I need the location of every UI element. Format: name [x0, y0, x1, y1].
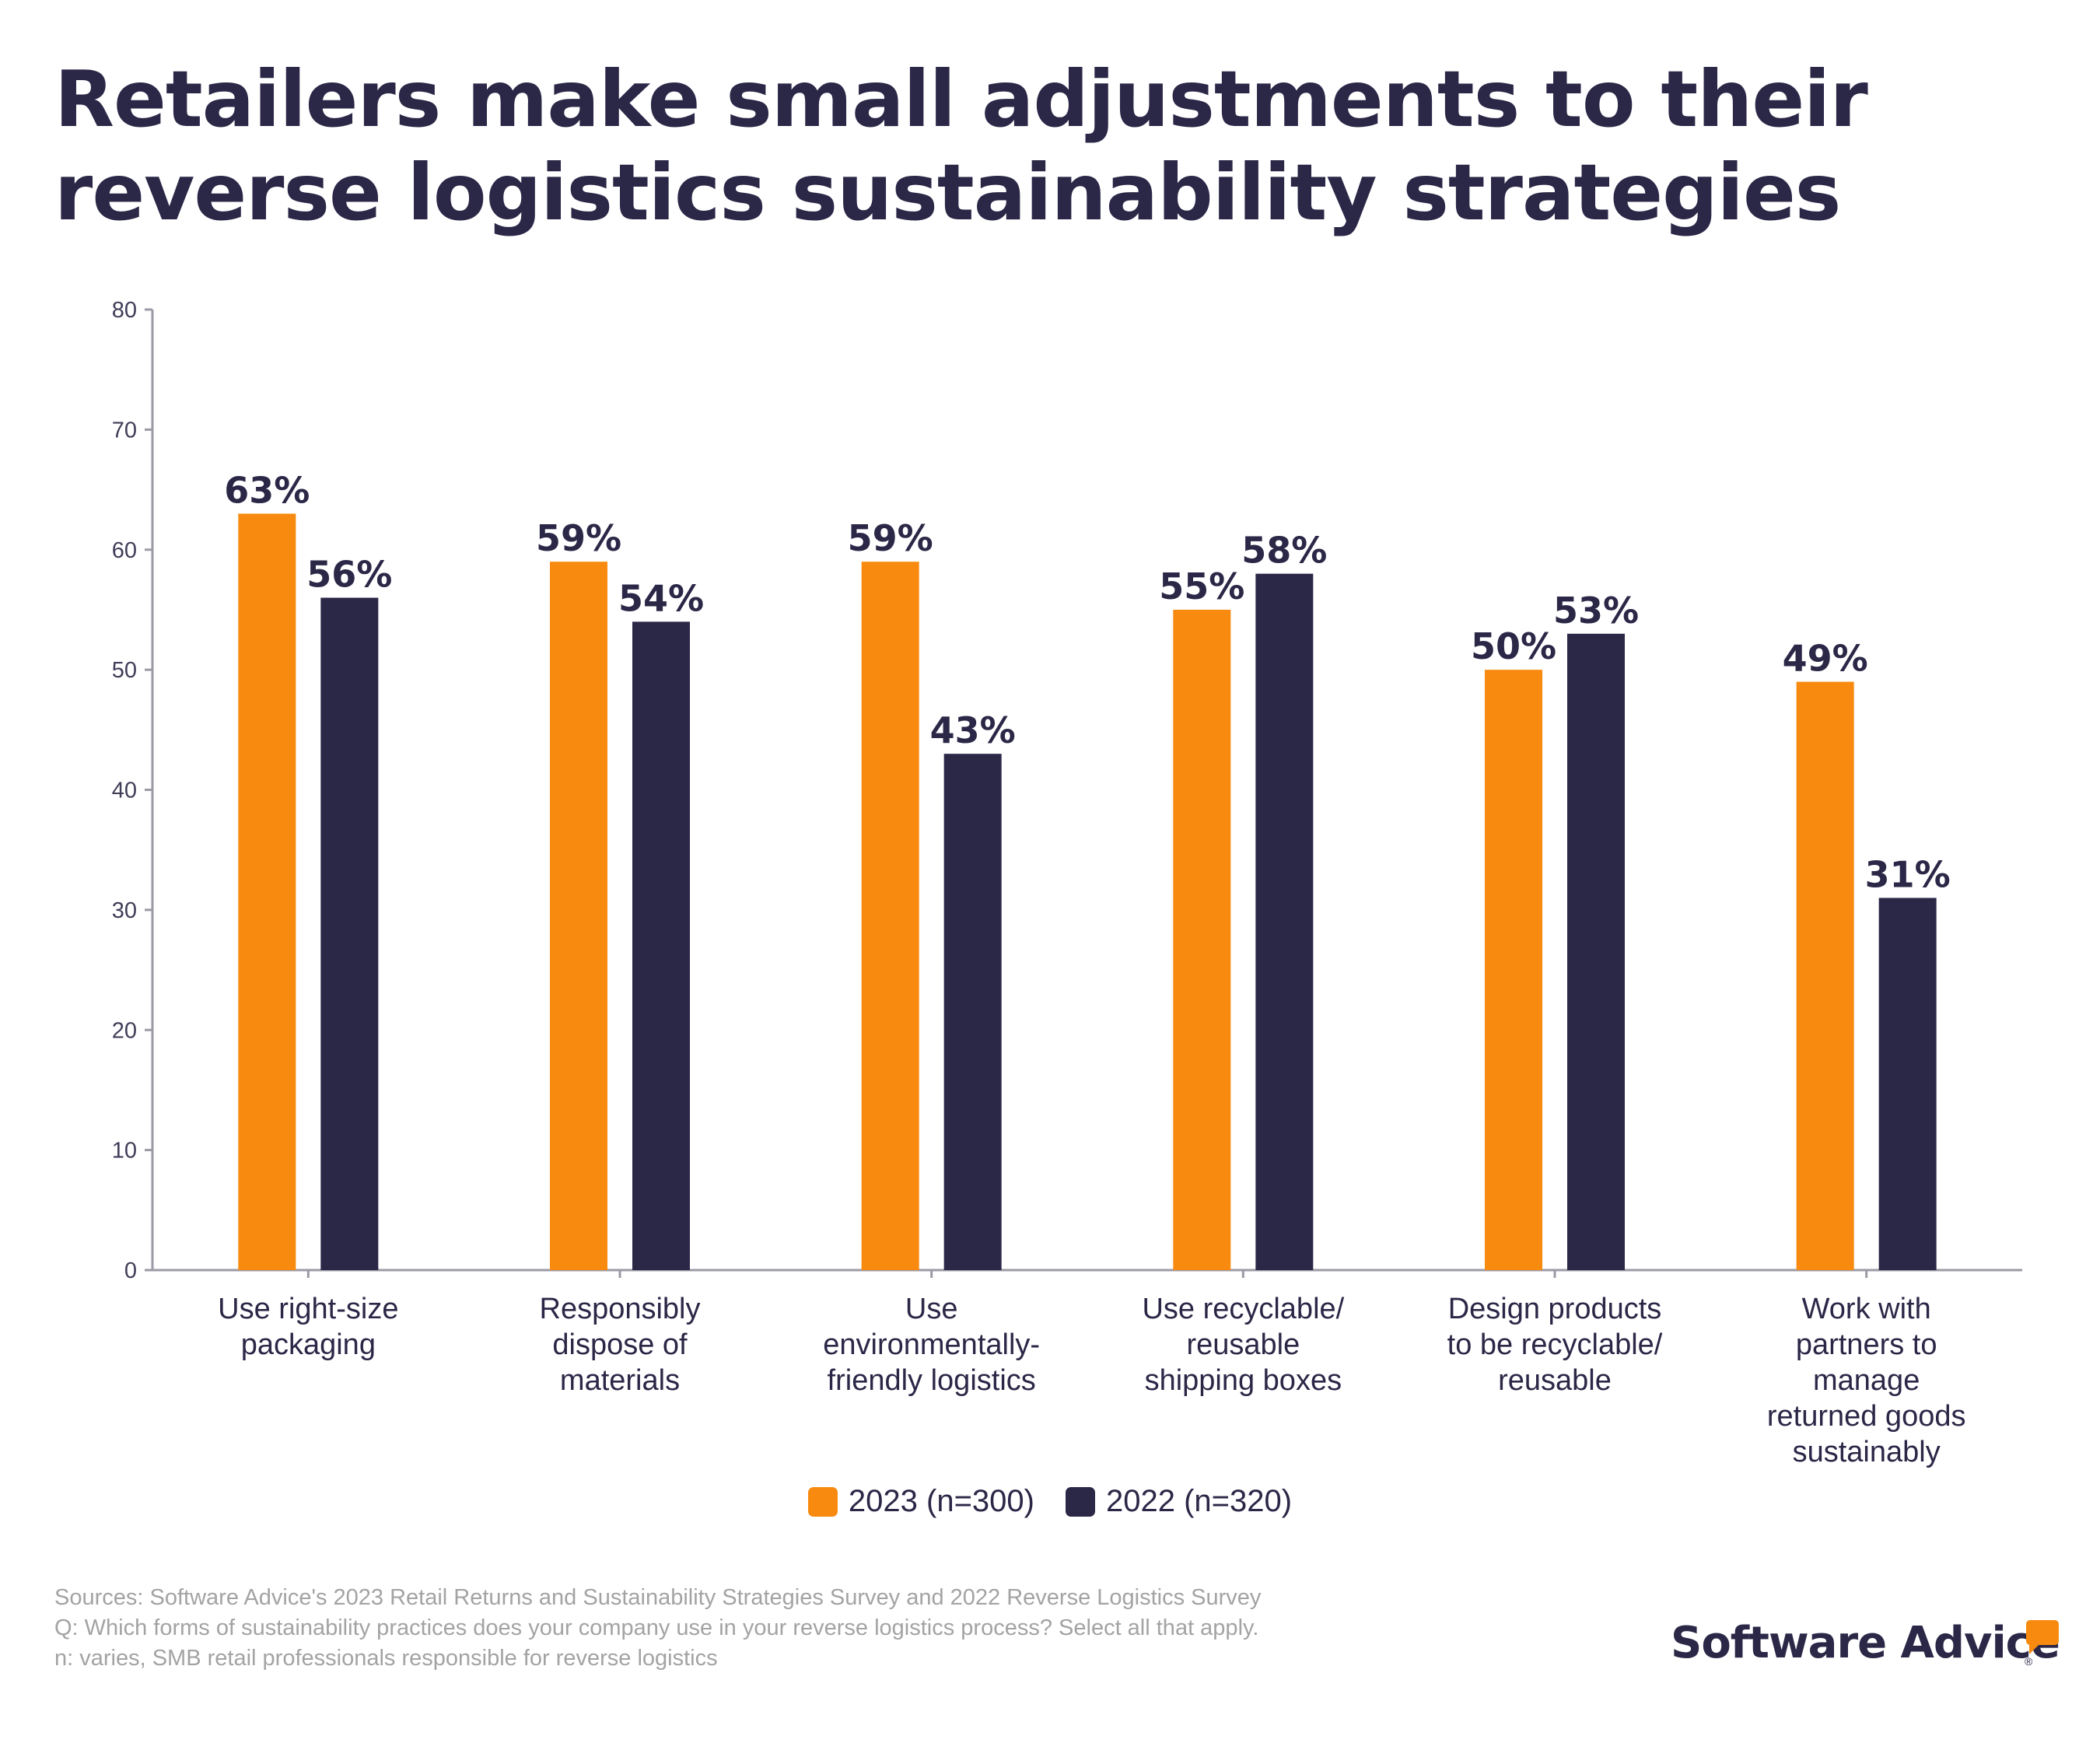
x-category-label: Use environmentally-friendly logistics [823, 1293, 1040, 1397]
bar-2023 [1485, 670, 1542, 1270]
bar-2023 [550, 562, 607, 1270]
bar-2023 [1173, 609, 1231, 1270]
data-label: 58% [1241, 530, 1327, 572]
x-category-label-line: reusable [1498, 1364, 1612, 1397]
data-label: 31% [1865, 853, 1951, 895]
y-tick-label: 10 [112, 1139, 137, 1164]
x-category-label-line: materials [560, 1364, 680, 1397]
data-label: 59% [848, 517, 933, 559]
x-category-label-line: returned goods [1767, 1400, 1966, 1433]
x-category-label-line: Work with [1802, 1293, 1931, 1325]
x-category-label-line: packaging [241, 1328, 376, 1361]
x-category-label-line: friendly logistics [828, 1364, 1036, 1397]
y-tick-label: 70 [112, 418, 137, 443]
data-label: 63% [224, 469, 310, 511]
legend-label-2022: 2022 (n=320) [1106, 1484, 1293, 1518]
x-category-label: Work with partners to manage returned goods… [1767, 1293, 1966, 1468]
x-category-label-line: Use right-size [218, 1293, 398, 1325]
data-label: 54% [618, 577, 704, 619]
data-label: 43% [930, 709, 1016, 751]
legend-swatch-2023 [807, 1486, 838, 1517]
y-tick-label: 0 [124, 1258, 137, 1283]
x-category-label-line: dispose of [552, 1328, 688, 1361]
data-label: 49% [1783, 638, 1868, 680]
data-label: 55% [1159, 565, 1244, 607]
data-label: 50% [1471, 625, 1556, 667]
x-category-label-line: sustainably [1793, 1436, 1941, 1468]
x-category-label-line: to be recyclable/ [1447, 1328, 1663, 1361]
bar-2022 [1567, 633, 1625, 1270]
x-category-label-line: shipping boxes [1145, 1364, 1342, 1397]
x-category-label-line: environmentally- [823, 1328, 1040, 1361]
y-tick-label: 60 [112, 538, 137, 563]
bar-2022 [1255, 573, 1314, 1270]
x-category-label-line: Design products [1448, 1293, 1662, 1325]
legend-swatch-2022 [1066, 1486, 1095, 1517]
bar-2022 [943, 754, 1002, 1270]
bar-2023 [861, 562, 919, 1270]
question-line: Q: Which forms of sustainability practic… [54, 1615, 1259, 1640]
title-line-1: Retailers make small adjustments to thei… [54, 54, 1868, 145]
legend-item-2022: 2022 (n=320) [1066, 1484, 1292, 1519]
y-tick-label: 50 [112, 658, 137, 683]
x-category-label-line: reusable [1186, 1328, 1300, 1361]
data-label: 56% [306, 554, 392, 596]
x-category-label: Responsibly dispose of materials [540, 1293, 701, 1397]
data-label: 53% [1553, 590, 1639, 632]
bar-chart: 0 10 20 30 40 50 60 70 80 63% 56% Use right-size pac… [112, 298, 2022, 1468]
y-tick-label: 30 [112, 898, 137, 923]
legend: 2023 (n=300) 2022 (n=320) [0, 1484, 2100, 1519]
y-tick-label: 80 [112, 298, 137, 323]
legend-item-2023: 2023 (n=300) [807, 1484, 1034, 1519]
x-category-label-line: Responsibly [540, 1293, 701, 1325]
bar-2022 [632, 621, 690, 1270]
bar-2023 [1796, 681, 1854, 1270]
bar-2022 [320, 597, 379, 1270]
title-line-2: reverse logistics sustainability strateg… [54, 147, 1841, 238]
registered-mark: ® [2025, 1655, 2033, 1668]
x-category-label-line: partners to [1796, 1328, 1937, 1361]
bar-2023 [238, 513, 296, 1270]
bar-2022 [1878, 898, 1937, 1270]
y-tick-label: 20 [112, 1018, 137, 1043]
data-label: 59% [536, 517, 621, 559]
legend-label-2023: 2023 (n=300) [848, 1484, 1034, 1518]
chart-title: Retailers make small adjustments to thei… [54, 53, 1999, 240]
sources-line: Sources: Software Advice's 2023 Retail R… [54, 1585, 1262, 1610]
sources-note: Sources: Software Advice's 2023 Retail R… [54, 1583, 1610, 1674]
speech-bubble-icon [2026, 1620, 2059, 1654]
x-category-label-line: Use recyclable/ [1142, 1293, 1344, 1325]
x-category-label: Use recyclable/reusable shipping boxes [1142, 1293, 1344, 1397]
brand-logo: Software Advice [1671, 1618, 2060, 1668]
x-category-label: Use right-size packaging [218, 1293, 398, 1361]
y-tick-label: 40 [112, 779, 137, 803]
x-category-label-line: manage [1813, 1364, 1920, 1397]
x-category-label-line: Use [905, 1293, 958, 1325]
x-category-label: Design products to be recyclable/reusable [1447, 1293, 1663, 1397]
sample-line: n: varies, SMB retail professionals resp… [54, 1646, 718, 1671]
